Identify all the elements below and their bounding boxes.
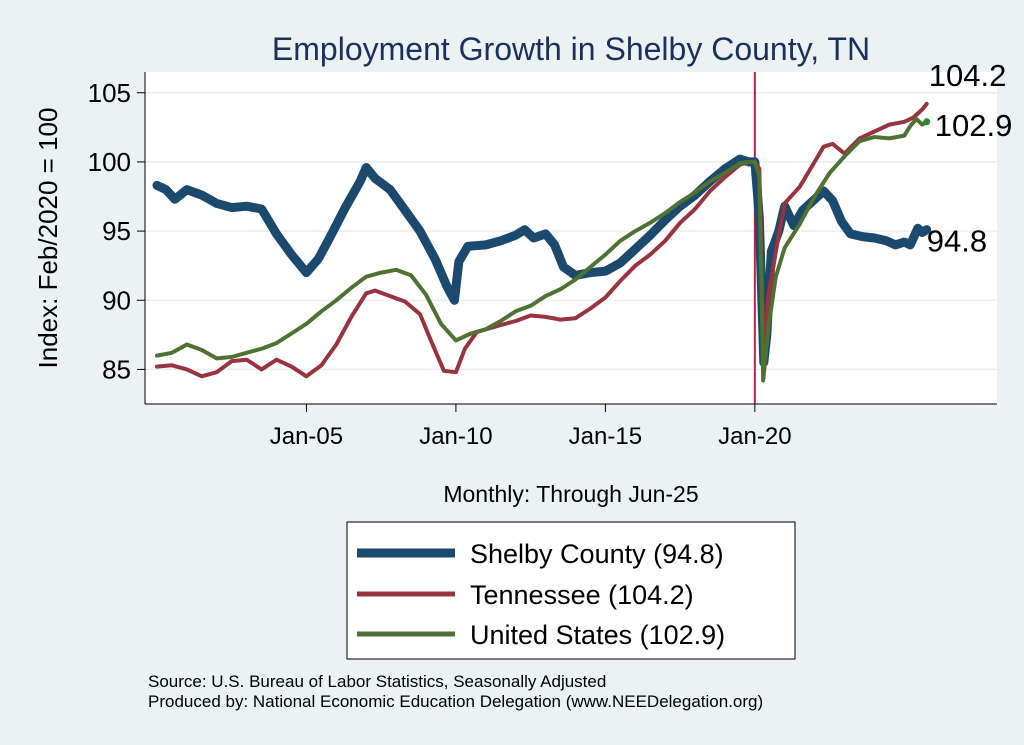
produced-by-note: Produced by: National Economic Education… <box>148 692 764 711</box>
legend-label-us: United States (102.9) <box>470 620 725 650</box>
y-tick-label: 105 <box>88 78 131 108</box>
y-tick-label: 90 <box>102 285 131 315</box>
series-line-tennessee <box>155 101 929 379</box>
series-line-us <box>155 117 929 383</box>
end-labels: 94.8 104.2 102.9 <box>927 58 1013 259</box>
chart-title: Employment Growth in Shelby County, TN <box>272 31 870 67</box>
y-tick-label: 100 <box>88 147 131 177</box>
x-tick-label: Jan-05 <box>270 423 343 450</box>
x-ticks: Jan-05 Jan-10 Jan-15 Jan-20 <box>270 404 792 450</box>
x-tick-label: Jan-15 <box>569 423 642 450</box>
y-ticks: 85 90 95 100 105 <box>88 78 145 384</box>
x-tick-label: Jan-20 <box>718 423 791 450</box>
end-label-us: 102.9 <box>935 108 1013 143</box>
legend-label-tennessee: Tennessee (104.2) <box>470 580 694 610</box>
legend: Shelby County (94.8) Tennessee (104.2) U… <box>346 521 796 660</box>
y-tick-label: 85 <box>102 354 131 384</box>
end-label-tennessee: 104.2 <box>929 58 1007 93</box>
end-label-shelby: 94.8 <box>927 224 987 259</box>
y-tick-label: 95 <box>102 216 131 246</box>
series-endpoint-us <box>923 118 931 126</box>
legend-label-shelby: Shelby County (94.8) <box>470 539 724 569</box>
source-note: Source: U.S. Bureau of Labor Statistics,… <box>148 672 607 691</box>
series-lines <box>152 101 932 383</box>
x-axis-label: Monthly: Through Jun-25 <box>443 481 698 507</box>
x-tick-label: Jan-10 <box>419 423 492 450</box>
y-axis-label: Index: Feb/2020 = 100 <box>33 108 63 369</box>
